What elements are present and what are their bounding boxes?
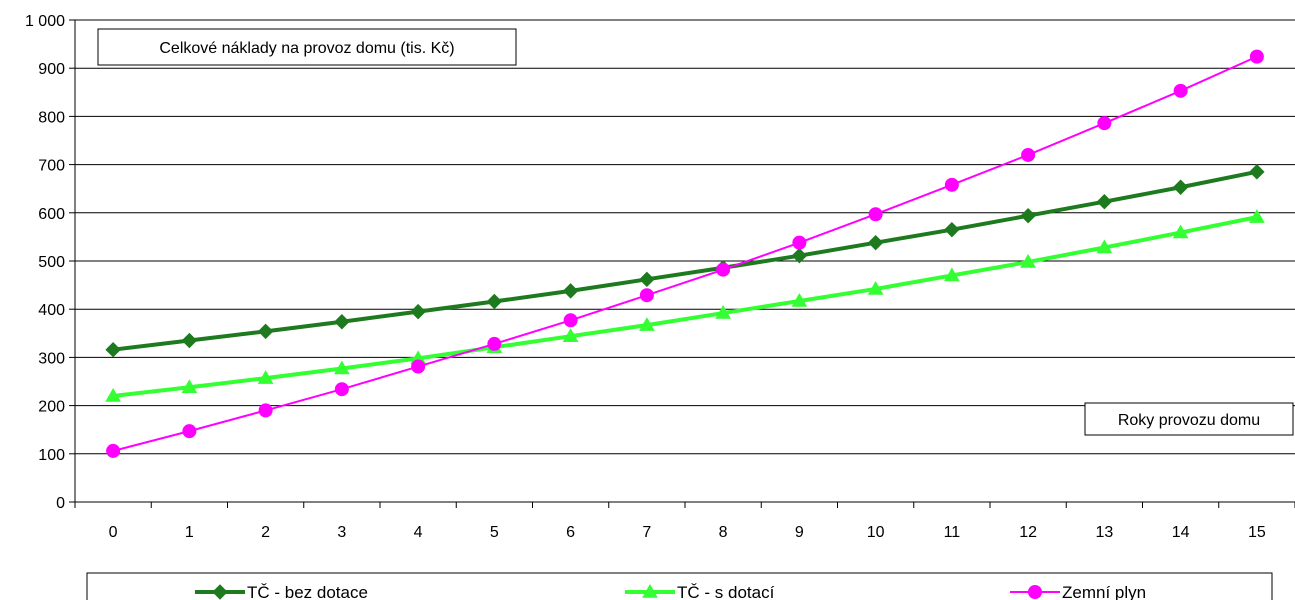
x-tick-label: 6 <box>566 524 575 541</box>
chart-title: Celkové náklady na provoz domu (tis. Kč) <box>159 40 454 57</box>
data-point <box>334 360 350 375</box>
data-point <box>562 283 579 299</box>
x-tick-label: 3 <box>337 524 346 541</box>
data-point <box>411 359 426 374</box>
x-tick-label: 10 <box>867 524 885 541</box>
data-point <box>1172 224 1189 239</box>
data-point <box>1021 147 1036 162</box>
data-point <box>105 387 121 402</box>
x-tick-label: 5 <box>490 524 499 541</box>
x-tick-label: 11 <box>944 524 961 541</box>
legend-marker <box>212 584 228 600</box>
series-line <box>112 169 1258 352</box>
data-point <box>181 332 198 349</box>
y-tick-label: 300 <box>38 350 65 367</box>
data-point <box>182 424 197 439</box>
legend-marker <box>642 583 658 598</box>
data-point <box>1096 239 1113 254</box>
series-3 <box>106 49 1264 458</box>
data-point <box>1020 253 1036 268</box>
data-point <box>1097 116 1112 131</box>
data-point <box>792 235 807 250</box>
data-point <box>1172 179 1189 195</box>
x-tick-label: 7 <box>642 524 651 541</box>
data-point <box>1096 194 1113 210</box>
y-tick-label: 0 <box>56 495 65 512</box>
data-point <box>867 234 884 251</box>
x-tick-label: 13 <box>1095 524 1113 541</box>
data-point <box>562 328 579 342</box>
data-point <box>1249 49 1264 64</box>
y-tick-label: 600 <box>38 206 65 223</box>
y-tick-label: 800 <box>38 109 65 126</box>
data-point <box>1249 209 1265 223</box>
x-tick-label: 15 <box>1248 524 1266 541</box>
y-tick-label: 400 <box>38 302 65 319</box>
legend-entry-1: TČ - bez dotace <box>195 583 368 600</box>
x-tick-label: 9 <box>795 524 804 541</box>
data-point <box>715 305 731 319</box>
gridlines <box>75 19 1295 455</box>
data-point <box>639 288 654 303</box>
data-point <box>1249 164 1265 180</box>
data-point <box>944 267 960 282</box>
x-tick-label: 4 <box>414 524 423 541</box>
legend-marker <box>1028 585 1042 599</box>
legend-label: Zemní plyn <box>1062 583 1146 600</box>
legend-label: TČ - s dotací <box>677 583 775 600</box>
series-2 <box>105 209 1265 402</box>
y-tick-label: 700 <box>38 158 65 175</box>
y-tick-label: 900 <box>38 61 65 78</box>
data-point <box>258 403 273 418</box>
data-point <box>257 323 274 340</box>
x-tick-label: 1 <box>185 524 194 541</box>
legend-label: TČ - bez dotace <box>247 583 368 600</box>
data-point <box>334 382 349 397</box>
x-tick-label: 0 <box>109 524 118 541</box>
data-point <box>486 293 503 310</box>
legend-entry-2: TČ - s dotací <box>625 583 775 600</box>
x-tick-label: 8 <box>719 524 728 541</box>
y-tick-label: 200 <box>38 399 65 416</box>
series-line <box>112 215 1258 398</box>
x-axis-label-box: Roky provozu domu <box>1084 402 1294 436</box>
data-point <box>868 207 883 222</box>
data-point <box>487 336 502 351</box>
chart-title-box: Celkové náklady na provoz domu (tis. Kč) <box>97 28 517 66</box>
data-point <box>944 177 959 192</box>
series-line <box>112 55 1258 452</box>
x-tick-label: 12 <box>1019 524 1037 541</box>
series-1 <box>105 164 1265 358</box>
data-point <box>563 313 578 328</box>
data-point <box>639 317 655 331</box>
x-axis-label: Roky provozu domu <box>1118 412 1260 429</box>
data-point <box>334 314 350 330</box>
x-tick-label: 2 <box>261 524 270 541</box>
y-tick-label: 100 <box>38 447 65 464</box>
data-point <box>257 370 274 384</box>
y-tick-label: 500 <box>38 254 65 271</box>
data-point <box>639 271 655 288</box>
data-point <box>716 262 731 277</box>
x-tick-label: 14 <box>1172 524 1190 541</box>
data-point <box>410 303 426 320</box>
data-point <box>181 379 198 394</box>
data-point <box>1173 83 1188 98</box>
data-point <box>791 247 808 264</box>
series-lines <box>105 49 1265 458</box>
legend: TČ - bez dotace TČ - s dotací Zemní plyn <box>86 572 1273 600</box>
legend-entry-3: Zemní plyn <box>1010 583 1146 600</box>
data-point <box>791 292 808 307</box>
data-point <box>867 280 884 295</box>
legend-frame <box>86 572 1273 600</box>
data-point <box>106 443 121 458</box>
data-point <box>944 221 960 238</box>
data-point <box>105 341 121 358</box>
y-tick-label: 1 000 <box>25 13 65 30</box>
data-point <box>1020 207 1036 224</box>
